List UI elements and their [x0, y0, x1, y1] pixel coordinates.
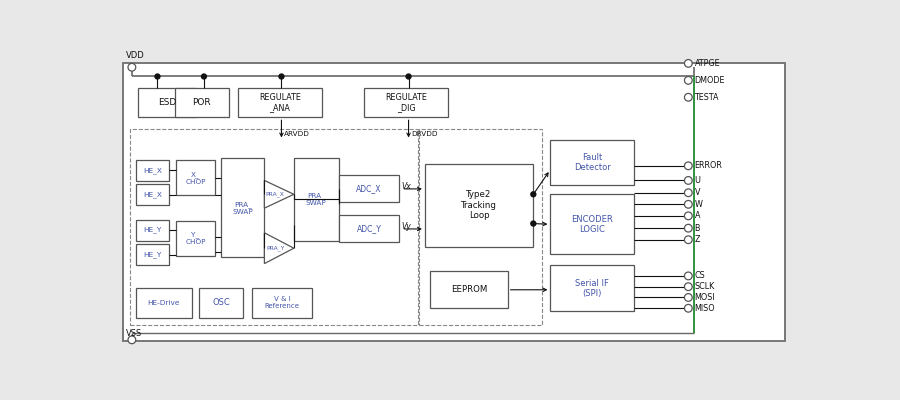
Text: Z: Z: [695, 235, 700, 244]
Text: HE_Y: HE_Y: [143, 251, 162, 258]
Bar: [199, 288, 243, 318]
Circle shape: [128, 336, 136, 344]
Text: PRA_Y: PRA_Y: [266, 245, 284, 251]
Bar: [419, 129, 542, 325]
Circle shape: [684, 294, 692, 301]
Bar: [252, 288, 312, 318]
Text: PRA_
SWAP: PRA_ SWAP: [306, 192, 327, 206]
Text: W: W: [695, 200, 702, 209]
Text: EEPROM: EEPROM: [451, 285, 487, 294]
Circle shape: [128, 63, 136, 71]
Text: TESTA: TESTA: [695, 93, 719, 102]
Bar: [136, 160, 169, 181]
Circle shape: [531, 192, 536, 197]
Circle shape: [279, 74, 284, 79]
Text: CS: CS: [695, 272, 706, 280]
Text: VSS: VSS: [126, 329, 142, 338]
Circle shape: [684, 236, 692, 244]
Text: Type2
Tracking
Loop: Type2 Tracking Loop: [461, 190, 497, 220]
Text: ATPGE: ATPGE: [695, 59, 720, 68]
Text: Fault
Detector: Fault Detector: [574, 153, 610, 172]
Text: PRA_X: PRA_X: [266, 192, 284, 197]
Text: ADC_X: ADC_X: [356, 184, 382, 193]
Text: ADC_Y: ADC_Y: [356, 224, 382, 233]
Circle shape: [684, 60, 692, 67]
Circle shape: [684, 283, 692, 290]
Circle shape: [531, 221, 536, 226]
Circle shape: [684, 212, 692, 220]
Bar: [136, 288, 192, 318]
Bar: [136, 184, 169, 205]
Bar: [238, 88, 322, 117]
Text: ARVDD: ARVDD: [284, 131, 310, 137]
Bar: [221, 158, 265, 258]
Text: Serial IF
(SPI): Serial IF (SPI): [575, 278, 609, 298]
Text: OSC: OSC: [212, 298, 230, 307]
Text: ESD: ESD: [158, 98, 176, 107]
Circle shape: [684, 272, 692, 280]
Bar: [425, 164, 534, 247]
Text: SCLK: SCLK: [695, 282, 715, 291]
Bar: [551, 140, 634, 185]
Text: VDD: VDD: [126, 51, 144, 60]
Text: HE_X: HE_X: [143, 168, 162, 174]
Bar: [551, 265, 634, 311]
Text: B: B: [695, 224, 700, 233]
Circle shape: [155, 74, 160, 79]
Circle shape: [684, 162, 692, 170]
Bar: [130, 129, 418, 325]
Text: DRVDD: DRVDD: [411, 131, 437, 137]
Bar: [551, 194, 634, 254]
Circle shape: [684, 189, 692, 197]
Text: V: V: [695, 188, 700, 197]
Bar: [364, 88, 448, 117]
Circle shape: [684, 200, 692, 208]
Circle shape: [202, 74, 206, 79]
Bar: [293, 158, 338, 240]
Bar: [176, 160, 215, 195]
Text: Y_
CHOP: Y_ CHOP: [185, 232, 206, 246]
Text: MISO: MISO: [695, 304, 716, 313]
Text: MOSI: MOSI: [695, 293, 716, 302]
Text: ERROR: ERROR: [695, 161, 723, 170]
Text: V & I
Reference: V & I Reference: [265, 296, 300, 309]
Circle shape: [684, 94, 692, 101]
Bar: [136, 244, 169, 265]
Text: X_
CHOP: X_ CHOP: [185, 171, 206, 185]
Bar: [338, 215, 400, 242]
Text: PRA_
SWAP: PRA_ SWAP: [232, 201, 253, 215]
Text: U: U: [695, 176, 700, 185]
Text: HE_Y: HE_Y: [143, 227, 162, 234]
Text: REGULATE
_ANA: REGULATE _ANA: [259, 93, 301, 112]
Text: POR: POR: [193, 98, 211, 107]
Text: Vx: Vx: [401, 182, 411, 191]
Circle shape: [406, 74, 411, 79]
Circle shape: [684, 224, 692, 232]
Text: HE-Drive: HE-Drive: [148, 300, 180, 306]
Bar: [176, 221, 215, 256]
Polygon shape: [265, 180, 293, 208]
Text: Vy: Vy: [401, 222, 411, 231]
Bar: [136, 220, 169, 240]
Bar: [338, 175, 400, 202]
Text: REGULATE
_DIG: REGULATE _DIG: [385, 93, 428, 112]
Bar: [430, 271, 508, 308]
Text: DMODE: DMODE: [695, 76, 725, 85]
Text: ENCODER
LOGIC: ENCODER LOGIC: [572, 215, 613, 234]
Polygon shape: [265, 233, 293, 264]
Bar: [138, 88, 196, 117]
Circle shape: [684, 176, 692, 184]
Text: A: A: [695, 211, 700, 220]
Circle shape: [684, 304, 692, 312]
Text: HE_X: HE_X: [143, 191, 162, 198]
Circle shape: [684, 76, 692, 84]
Bar: [175, 88, 229, 117]
